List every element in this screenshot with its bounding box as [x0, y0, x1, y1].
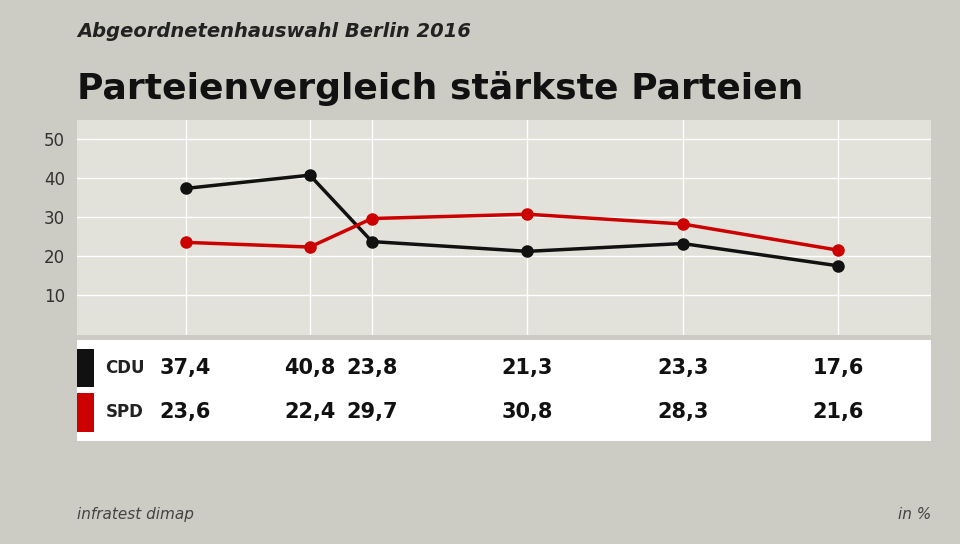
Text: 23,8: 23,8 — [347, 358, 397, 378]
Text: infratest dimap: infratest dimap — [77, 507, 194, 522]
Text: Parteienvergleich stärkste Parteien: Parteienvergleich stärkste Parteien — [77, 71, 804, 106]
Text: 21,3: 21,3 — [502, 358, 553, 378]
Text: 28,3: 28,3 — [657, 403, 708, 423]
Text: 40,8: 40,8 — [284, 358, 335, 378]
Text: in %: in % — [898, 507, 931, 522]
Text: 37,4: 37,4 — [160, 358, 211, 378]
Text: Abgeordnetenhauswahl Berlin 2016: Abgeordnetenhauswahl Berlin 2016 — [77, 22, 470, 41]
Text: 23,3: 23,3 — [657, 358, 708, 378]
Text: SPD: SPD — [106, 404, 143, 422]
Text: 23,6: 23,6 — [160, 403, 211, 423]
Text: 29,7: 29,7 — [347, 403, 397, 423]
Text: 30,8: 30,8 — [502, 403, 553, 423]
Text: CDU: CDU — [106, 359, 145, 377]
Text: 22,4: 22,4 — [284, 403, 335, 423]
Text: 21,6: 21,6 — [812, 403, 864, 423]
Text: 17,6: 17,6 — [812, 358, 864, 378]
